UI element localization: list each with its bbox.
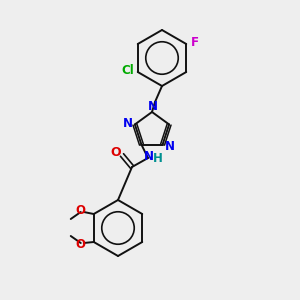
Text: O: O [111,146,121,158]
Text: F: F [191,37,199,50]
Text: N: N [165,140,175,153]
Text: O: O [76,205,86,218]
Text: N: N [123,117,133,130]
Text: O: O [76,238,86,250]
Text: N: N [148,100,158,112]
Text: N: N [144,151,154,164]
Text: H: H [153,152,163,166]
Text: Cl: Cl [122,64,134,77]
